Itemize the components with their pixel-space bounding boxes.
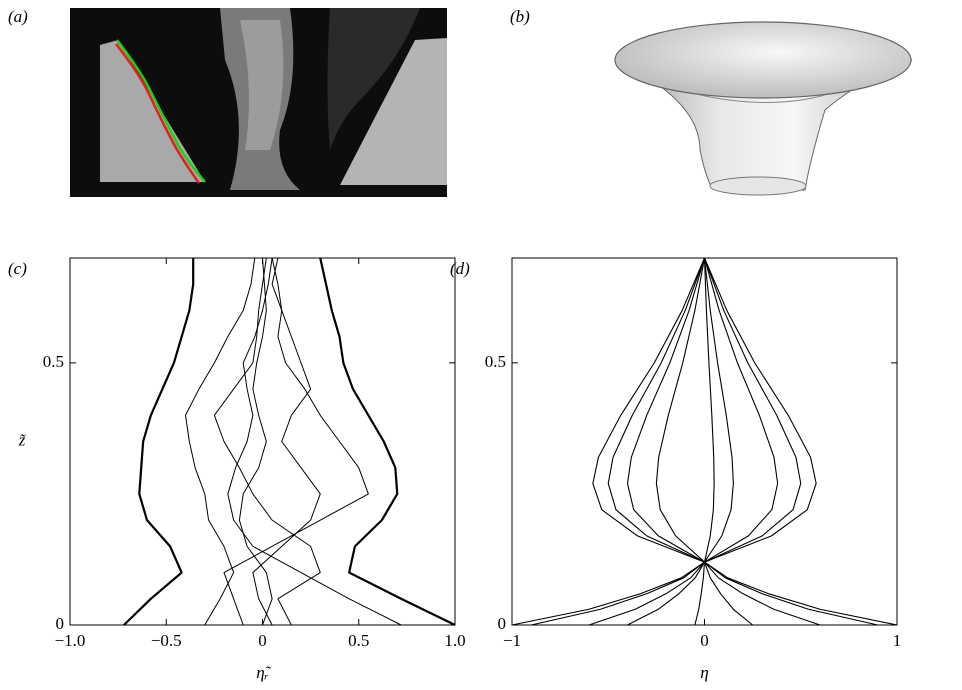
figure: (a) (b) (c) −1.0 −0.5 0 0.5 1.0 0 0.5 η̃ᵣ z̃ (d) −1… [0,0,962,690]
panel-label: (b) [510,7,530,26]
data-line [705,258,898,625]
panel-label: (c) [8,259,27,278]
y-tick-label: 0.5 [43,352,64,371]
x-axis-label: η̃ᵣ [256,663,271,682]
data-line [228,258,401,625]
x-tick-label: −1.0 [55,631,86,650]
y-axis-label: z̃ [18,430,27,449]
panel-label: (d) [450,259,470,278]
data-line [253,258,320,625]
panel-label: (a) [8,7,28,26]
data-line [124,258,193,625]
axes-frame [70,258,455,625]
x-tick-label: 1 [893,631,902,650]
y-tick-label: 0 [56,614,65,633]
data-line [705,258,878,625]
x-tick-label: 0 [258,631,267,650]
data-line [320,258,455,625]
x-tick-label: −1 [503,631,521,650]
x-tick-label: −0.5 [151,631,182,650]
data-line [214,258,320,625]
funnel-surface [615,22,912,195]
y-tick-label: 0 [498,614,507,633]
axes-frame [512,258,897,625]
photo [70,8,447,197]
y-tick-label: 0.5 [485,352,506,371]
x-tick-label: 0.5 [348,631,369,650]
x-tick-label: 0 [700,631,709,650]
data-line [531,258,704,625]
data-line [512,258,705,625]
x-axis-label: η [700,663,708,682]
x-tick-label: 1.0 [444,631,465,650]
data-line [186,258,255,625]
